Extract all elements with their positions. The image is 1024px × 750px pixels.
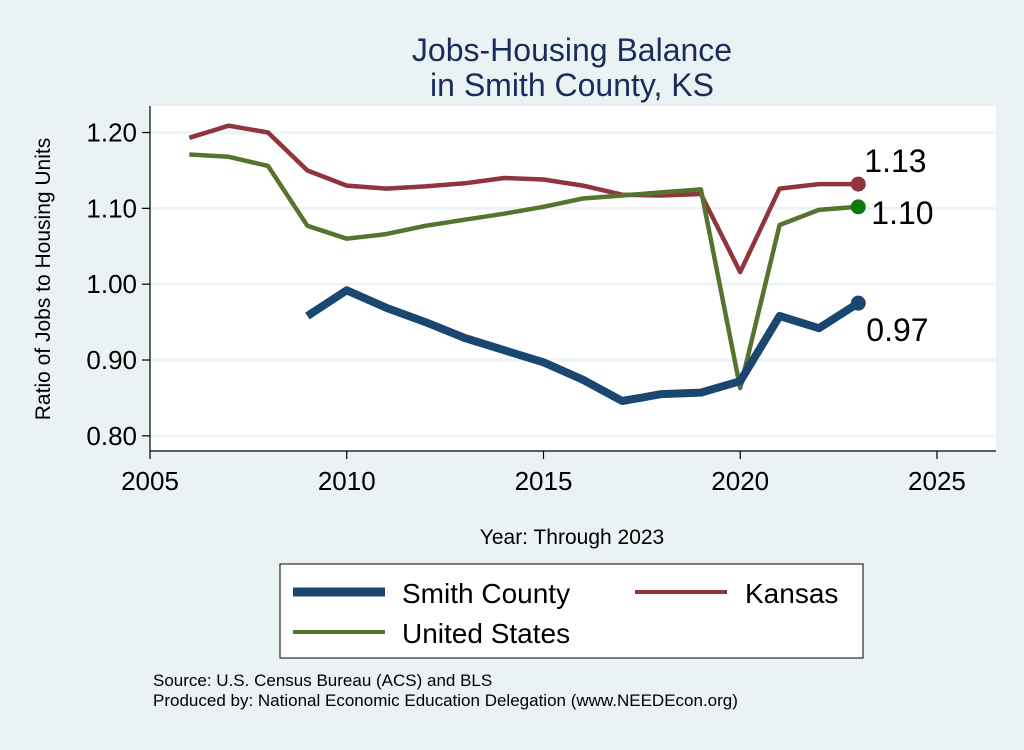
x-axis-label: Year: Through 2023 bbox=[480, 526, 665, 549]
series-lines bbox=[188, 123, 861, 405]
x-tick-label: 2010 bbox=[318, 466, 376, 496]
y-ticks: 0.80 0.90 1.00 1.10 1.20 bbox=[86, 118, 150, 451]
plot-area bbox=[150, 106, 996, 451]
x-tick-label: 2005 bbox=[121, 466, 179, 496]
legend: Smith County Kansas United States bbox=[279, 563, 864, 659]
source-note: Source: U.S. Census Bureau (ACS) and BLS bbox=[153, 671, 493, 690]
x-tick-label: 2020 bbox=[711, 466, 769, 496]
series-line-kansas bbox=[188, 123, 859, 275]
x-ticks: 2005 2010 2015 2020 2025 bbox=[121, 451, 966, 496]
series-endpoints: 0.97 1.13 1.10 bbox=[850, 143, 934, 348]
chart-title-line-1: Jobs-Housing Balance bbox=[412, 32, 732, 68]
y-axis-label: Ratio of Jobs to Housing Units bbox=[32, 138, 55, 420]
legend-label-smith-county: Smith County bbox=[402, 578, 570, 609]
end-marker-smith-county bbox=[850, 295, 866, 311]
legend-label-kansas: Kansas bbox=[745, 578, 838, 609]
y-tick-label: 0.80 bbox=[86, 421, 137, 451]
end-label-smith-county: 0.97 bbox=[866, 312, 928, 348]
end-label-kansas: 1.13 bbox=[864, 143, 926, 179]
producer-note: Produced by: National Economic Education… bbox=[153, 691, 738, 710]
y-tick-label: 1.00 bbox=[86, 269, 137, 299]
x-tick-label: 2015 bbox=[515, 466, 573, 496]
series-line-smith-county bbox=[305, 286, 861, 405]
end-marker-united-states bbox=[850, 199, 866, 215]
x-tick-label: 2025 bbox=[908, 466, 966, 496]
y-tick-label: 0.90 bbox=[86, 345, 137, 375]
series-line-united-states bbox=[189, 152, 859, 391]
legend-box bbox=[279, 563, 864, 659]
end-marker-kansas bbox=[850, 176, 866, 192]
y-tick-label: 1.20 bbox=[86, 118, 137, 148]
chart-title-line-2: in Smith County, KS bbox=[430, 67, 714, 103]
legend-label-united-states: United States bbox=[402, 618, 570, 649]
end-label-united-states: 1.10 bbox=[871, 195, 933, 231]
y-tick-label: 1.10 bbox=[86, 193, 137, 223]
